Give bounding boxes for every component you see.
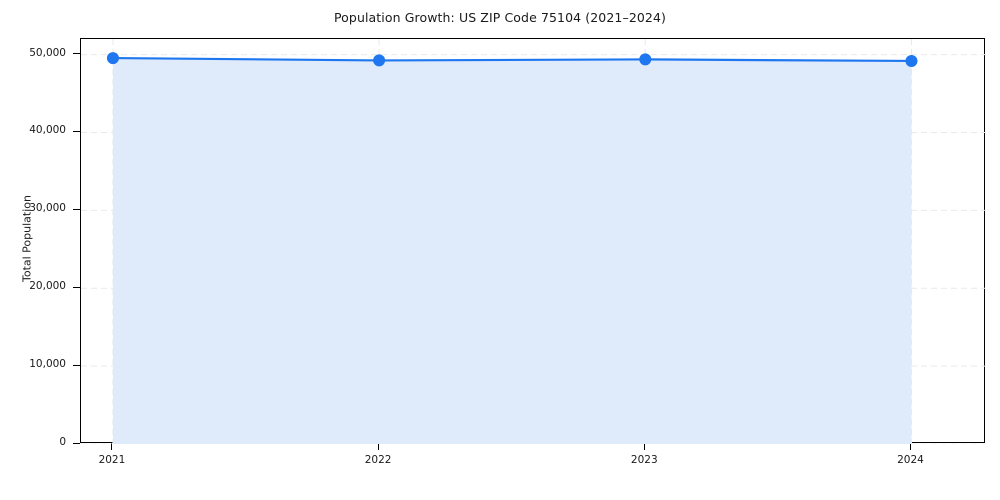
area-fill <box>112 58 912 444</box>
plot-area <box>80 38 986 444</box>
x-tick-mark <box>111 443 113 450</box>
data-point-marker <box>106 52 119 65</box>
y-tick-label: 0 <box>59 436 66 448</box>
series-line <box>111 56 913 63</box>
x-tick-mark <box>909 443 911 450</box>
y-tick-label: 10,000 <box>29 358 66 371</box>
y-tick-mark <box>73 286 80 288</box>
y-axis-label: Total Population <box>20 195 34 282</box>
x-tick-mark <box>377 443 379 450</box>
chart-title: Population Growth: US ZIP Code 75104 (20… <box>333 10 667 25</box>
y-tick-label: 50,000 <box>29 46 66 59</box>
x-tick-label: 2024 <box>897 454 924 466</box>
y-tick-mark <box>73 130 80 132</box>
x-tick-label: 2022 <box>364 454 392 466</box>
x-tick-label: 2021 <box>98 454 126 466</box>
data-point-markers <box>106 52 918 67</box>
y-tick-label: 20,000 <box>29 280 66 293</box>
y-tick-mark <box>73 53 80 55</box>
y-tick-mark <box>73 208 80 210</box>
x-tick-label: 2023 <box>630 454 658 466</box>
data-point-marker <box>905 54 918 67</box>
data-point-marker <box>373 54 386 67</box>
x-tick-mark <box>643 443 645 450</box>
plot-svg <box>81 39 986 444</box>
y-tick-label: 30,000 <box>29 202 66 215</box>
data-point-marker <box>639 53 652 66</box>
y-tick-mark <box>73 442 80 444</box>
y-tick-label: 40,000 <box>29 124 66 137</box>
y-tick-mark <box>73 364 80 366</box>
